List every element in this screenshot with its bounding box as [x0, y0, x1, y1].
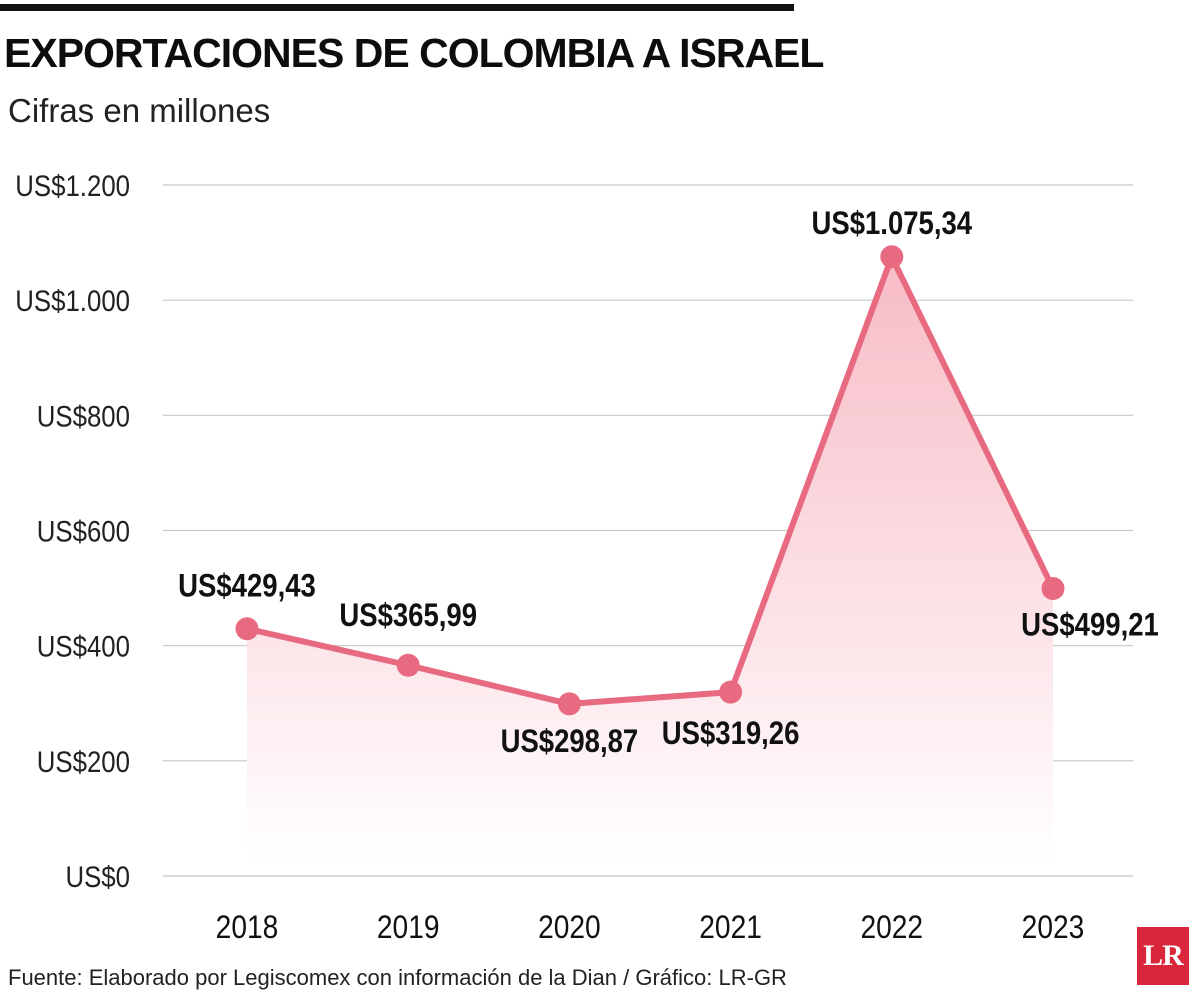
x-tick-label-2022: 2022	[860, 910, 923, 945]
chart-subtitle: Cifras en millones	[8, 92, 271, 129]
data-points	[235, 245, 1065, 716]
data-label-2022: US$1.075,34	[812, 206, 973, 241]
chart-title: EXPORTACIONES DE COLOMBIA A ISRAEL	[4, 30, 824, 76]
y-axis-tick-labels: US$0 US$200 US$400 US$600 US$800 US$1.000 US$1…	[15, 169, 130, 893]
area-under-line	[247, 256, 1053, 864]
x-tick-label-2018: 2018	[216, 910, 279, 945]
lr-logo: LR	[1137, 927, 1189, 985]
y-tick-label: US$400	[37, 630, 130, 663]
top-rule	[0, 4, 794, 11]
series-line	[244, 253, 1056, 707]
x-tick-label-2020: 2020	[538, 910, 601, 945]
data-point-2022	[880, 245, 904, 269]
data-point-2018	[235, 617, 259, 641]
y-tick-label: US$200	[37, 745, 130, 778]
data-point-2021	[719, 680, 743, 704]
x-tick-label-2021: 2021	[699, 910, 762, 945]
data-label-2020: US$298,87	[501, 724, 639, 759]
x-tick-label-2023: 2023	[1022, 910, 1085, 945]
data-label-2023: US$499,21	[1021, 608, 1159, 643]
area-fill	[247, 256, 1053, 864]
y-tick-label: US$0	[65, 860, 130, 893]
x-axis-tick-labels: 2018 2019 2020 2021 2022 2023	[216, 910, 1085, 945]
data-label-2018: US$429,43	[178, 569, 316, 604]
y-tick-label: US$800	[37, 400, 130, 433]
data-label-2021: US$319,26	[662, 716, 800, 751]
data-label-2019: US$365,99	[339, 598, 477, 633]
data-point-2023	[1041, 577, 1065, 601]
data-point-2019	[396, 653, 420, 677]
x-tick-label-2019: 2019	[377, 910, 440, 945]
source-note: Fuente: Elaborado por Legiscomex con inf…	[8, 965, 787, 990]
y-tick-label: US$1.200	[15, 169, 130, 202]
series-polyline	[244, 253, 1056, 707]
y-tick-label: US$1.000	[15, 284, 130, 317]
data-labels: US$429,43 US$365,99 US$298,87 US$319,26 US$1…	[178, 206, 1159, 760]
y-tick-label: US$600	[37, 515, 130, 548]
data-point-2020	[557, 692, 581, 716]
